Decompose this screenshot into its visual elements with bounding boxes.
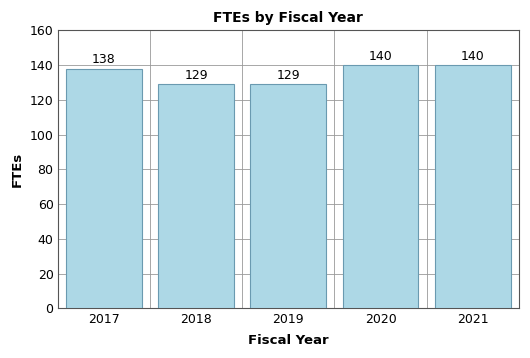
Text: 138: 138	[92, 53, 116, 66]
Bar	[251, 84, 326, 308]
Text: 129: 129	[184, 69, 208, 82]
Bar	[66, 69, 142, 308]
Text: 140: 140	[461, 49, 484, 63]
Text: 140: 140	[369, 49, 392, 63]
Text: 129: 129	[277, 69, 300, 82]
Bar	[158, 84, 234, 308]
Bar	[343, 65, 418, 308]
Y-axis label: FTEs: FTEs	[11, 152, 24, 187]
Bar	[435, 65, 510, 308]
Title: FTEs by Fiscal Year: FTEs by Fiscal Year	[214, 11, 363, 25]
X-axis label: Fiscal Year: Fiscal Year	[248, 334, 329, 347]
